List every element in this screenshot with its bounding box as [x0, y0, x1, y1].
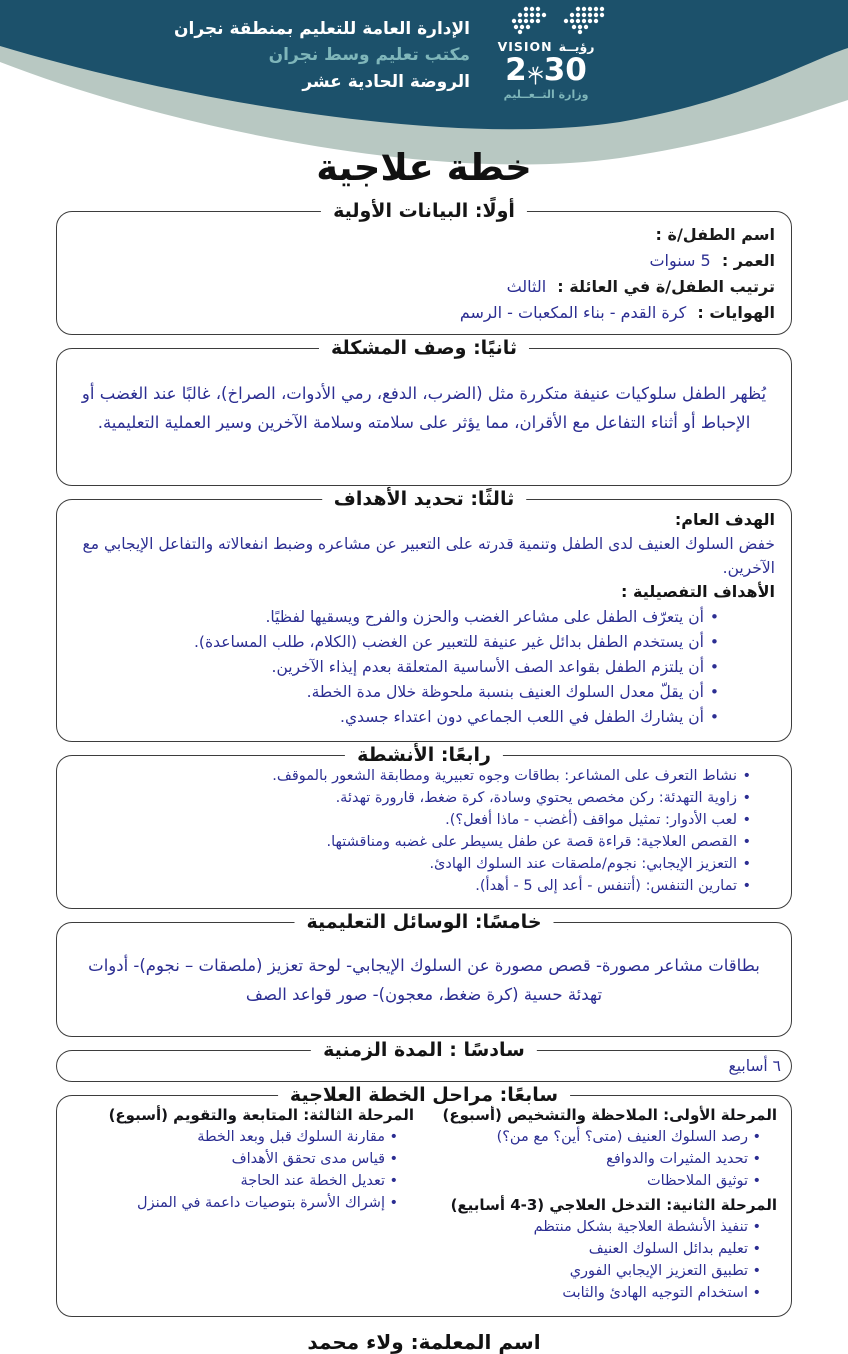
activity-item: زاوية التهدئة: ركن مخصص يحتوي وسادة، كرة… [69, 788, 751, 809]
school-name: الروضة الحادية عشر [302, 71, 470, 92]
goal-item: أن يتعرّف الطفل على مشاعر الغضب والحزن و… [73, 606, 719, 629]
field-hobbies: الهوايات : كرة القدم - بناء المكعبات - ا… [73, 300, 775, 326]
vision-year: 2 30 [505, 55, 587, 86]
phase-3-list: مقارنة السلوك قبل وبعد الخطة قياس مدى تح… [71, 1126, 414, 1214]
vision-en-label: VISION [497, 39, 553, 54]
section-duration-title: سادسًا : المدة الزمنية [311, 1038, 537, 1061]
section-teaching-aids: خامسًا: الوسائل التعليمية بطاقات مشاعر م… [56, 910, 792, 1037]
field-age: العمر : 5 سنوات [73, 248, 775, 274]
vision-dots-icon [511, 6, 605, 35]
section-duration: سادسًا : المدة الزمنية ٦ أسابيع [56, 1038, 792, 1082]
document-title: خطة علاجية [316, 146, 532, 189]
goal-item: أن يقلّ معدل السلوك العنيف بنسبة ملحوظة … [73, 681, 719, 704]
field-label: ترتيب الطفل/ة في العائلة : [557, 277, 775, 296]
activity-item: القصص العلاجية: قراءة قصة عن طفل يسيطر ع… [69, 832, 752, 853]
phase-step: توثيق الملاحظات [434, 1170, 761, 1192]
section-goals-title: ثالثًا: تحديد الأهداف [321, 487, 527, 510]
section-problem-title: ثانيًا: وصف المشكلة [319, 336, 529, 359]
org-name: الإدارة العامة للتعليم بمنطقة نجران [174, 19, 470, 39]
phase-step: قياس مدى تحقق الأهداف [71, 1148, 398, 1170]
page: { "colors":{ "header_teal":"#1c516b", "h… [0, 0, 848, 1200]
education-office-name: مكتب تعليم وسط نجران [268, 45, 470, 66]
year-digit-left: 2 [505, 52, 527, 88]
phase-step: تنفيذ الأنشطة العلاجية بشكل منتظم [434, 1216, 761, 1238]
phase-3-heading: المرحلة الثالثة: المتابعة والتقويم (أسبو… [108, 1106, 414, 1124]
vision-wordmark: رؤيــة VISION [498, 39, 595, 54]
goal-item: أن يلتزم الطفل بقواعد الصف الأساسية المت… [73, 656, 719, 679]
duration-value: ٦ أسابيع [728, 1057, 781, 1075]
phase-step: رصد السلوك العنيف (متى؟ أين؟ مع من؟) [434, 1126, 761, 1148]
phase-step: استخدام التوجيه الهادئ والثابت [434, 1282, 761, 1304]
field-label: الهوايات : [697, 303, 775, 322]
header-org-block: الإدارة العامة للتعليم بمنطقة نجران مكتب… [174, 16, 470, 95]
phase-step: تطبيق التعزيز الإيجابي الفوري [434, 1260, 761, 1282]
section-plan-phases-title: سابعًا: مراحل الخطة العلاجية [277, 1083, 571, 1106]
field-child-name: اسم الطفل/ة : [73, 222, 775, 248]
section-activities: رابعًا: الأنشطة نشاط التعرف على المشاعر:… [56, 743, 792, 909]
header-wave-decoration [0, 0, 848, 165]
activities-list: نشاط التعرف على المشاعر: بطاقات وجوه تعب… [57, 756, 791, 908]
activity-item: نشاط التعرف على المشاعر: بطاقات وجوه تعب… [69, 766, 751, 787]
detailed-goals-label: الأهداف التفصيلية : [621, 582, 775, 601]
header-banner: الإدارة العامة للتعليم بمنطقة نجران مكتب… [0, 0, 848, 166]
initial-data-fields: اسم الطفل/ة : العمر : 5 سنوات ترتيب الطف… [57, 212, 791, 334]
field-label: العمر : [721, 251, 775, 270]
year-digits-right: 30 [543, 52, 587, 88]
activity-item: التعزيز الإيجابي: نجوم/ملصقات عند السلوك… [69, 854, 751, 875]
goal-item: أن يستخدم الطفل بدائل غير عنيفة للتعبير … [73, 631, 719, 654]
detailed-goals-list: أن يتعرّف الطفل على مشاعر الغضب والحزن و… [73, 606, 775, 729]
ministry-of-education-label: وزارة التــعــليم [503, 88, 589, 101]
phases-column-right: المرحلة الأولى: الملاحظة والتشخيص (أسبوع… [434, 1104, 777, 1306]
section-problem-description: ثانيًا: وصف المشكلة يُظهر الطفل سلوكيات … [56, 336, 792, 486]
general-goal-text: خفض السلوك العنيف لدى الطفل وتنمية قدرته… [82, 535, 775, 577]
activity-item: لعب الأدوار: تمثيل مواقف (أغضب - ماذا أف… [69, 810, 751, 831]
phase-step: تعليم بدائل السلوك العنيف [434, 1238, 761, 1260]
palm-icon [527, 66, 543, 85]
phases-columns: المرحلة الأولى: الملاحظة والتشخيص (أسبوع… [57, 1096, 791, 1316]
phase-step: إشراك الأسرة بتوصيات داعمة في المنزل [71, 1192, 398, 1214]
teacher-name-line: اسم المعلمة: ولاء محمد [307, 1330, 541, 1354]
problem-description-text: يُظهر الطفل سلوكيات عنيفة متكررة مثل (ال… [81, 383, 767, 432]
field-value: 5 سنوات [649, 251, 711, 270]
phase-1-heading: المرحلة الأولى: الملاحظة والتشخيص (أسبوع… [442, 1106, 777, 1124]
vision-2030-logo: رؤيــة VISION 2 30 وزارة التــعــليم [482, 6, 610, 101]
phase-step: مقارنة السلوك قبل وبعد الخطة [71, 1126, 398, 1148]
section-activities-title: رابعًا: الأنشطة [345, 743, 503, 766]
field-value: كرة القدم - بناء المكعبات - الرسم [459, 303, 687, 322]
phase-2-list: تنفيذ الأنشطة العلاجية بشكل منتظم تعليم … [434, 1216, 777, 1304]
goal-item: أن يشارك الطفل في اللعب الجماعي دون اعتد… [73, 706, 719, 729]
field-label: اسم الطفل/ة : [655, 225, 775, 244]
section-initial-data-title: أولًا: البيانات الأولية [321, 199, 527, 222]
teaching-aids-text: بطاقات مشاعر مصورة- قصص مصورة عن السلوك … [88, 955, 760, 1004]
phase-step: تعديل الخطة عند الحاجة [71, 1170, 398, 1192]
section-initial-data: أولًا: البيانات الأولية اسم الطفل/ة : ال… [56, 199, 792, 335]
section-teaching-aids-title: خامسًا: الوسائل التعليمية [294, 910, 554, 933]
phases-column-left: المرحلة الثالثة: المتابعة والتقويم (أسبو… [71, 1104, 414, 1306]
document-body: أولًا: البيانات الأولية اسم الطفل/ة : ال… [0, 197, 848, 1317]
phase-step: تحديد المثيرات والدوافع [434, 1148, 761, 1170]
field-value: الثالث [506, 277, 547, 296]
activity-item: تمارين التنفس: (أتنفس - أعد إلى 5 - أهدأ… [69, 876, 751, 897]
general-goal-label: الهدف العام: [674, 510, 775, 529]
section-goals: ثالثًا: تحديد الأهداف الهدف العام: خفض ا… [56, 487, 792, 742]
phase-2-heading: المرحلة الثانية: التدخل العلاجي (3-4 أسا… [450, 1196, 777, 1214]
goals-body: الهدف العام: خفض السلوك العنيف لدى الطفل… [57, 500, 791, 741]
field-birth-order: ترتيب الطفل/ة في العائلة : الثالث [73, 274, 775, 300]
phase-1-list: رصد السلوك العنيف (متى؟ أين؟ مع من؟) تحد… [434, 1126, 777, 1192]
vision-ar-label: رؤيــة [558, 39, 595, 54]
section-plan-phases: سابعًا: مراحل الخطة العلاجية المرحلة الأ… [56, 1083, 792, 1317]
